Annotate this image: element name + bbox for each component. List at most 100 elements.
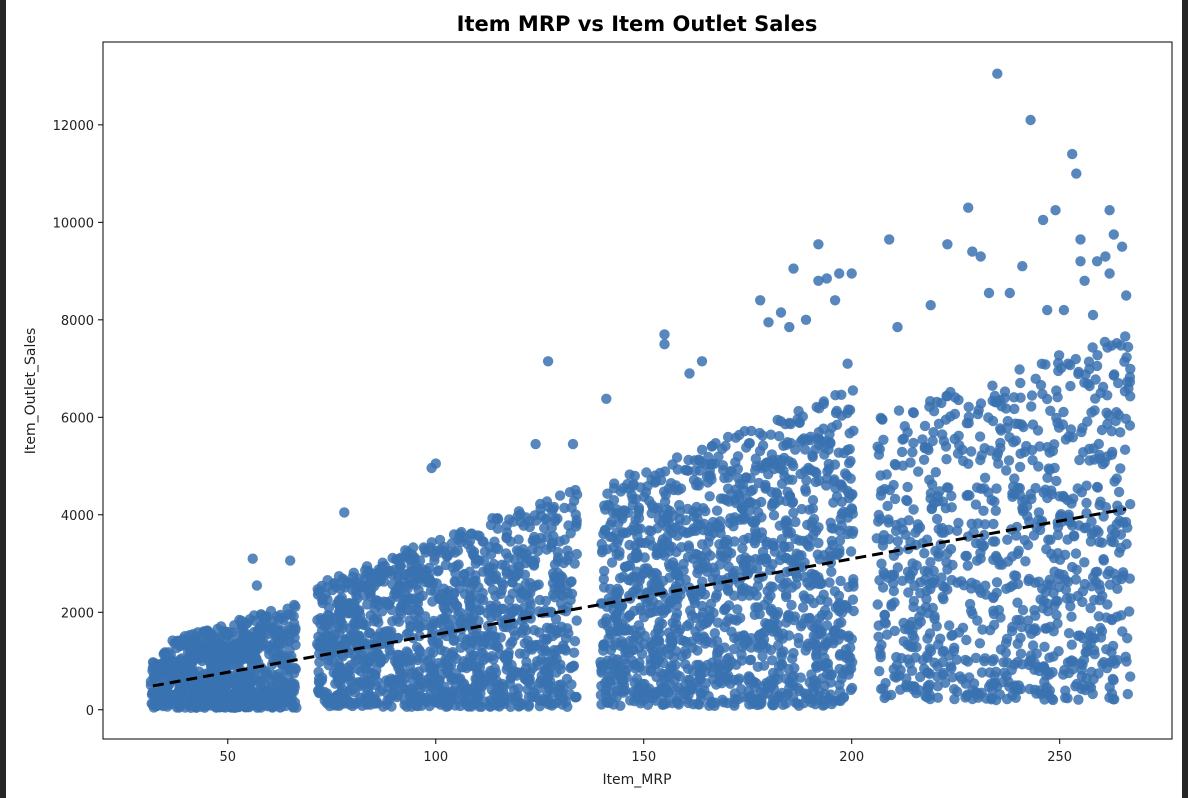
data-point <box>153 662 165 673</box>
data-point <box>846 682 858 694</box>
data-point <box>692 645 703 656</box>
data-point <box>671 608 683 619</box>
data-point <box>1075 234 1086 245</box>
data-point <box>794 417 805 428</box>
data-point <box>934 486 945 497</box>
data-point <box>990 505 1001 516</box>
data-point <box>527 544 538 555</box>
data-point <box>266 623 277 634</box>
data-point <box>496 559 508 570</box>
data-point <box>962 560 973 571</box>
data-point <box>979 653 991 664</box>
data-point <box>1090 374 1101 385</box>
data-point <box>813 522 824 533</box>
data-point <box>995 437 1006 449</box>
data-point <box>704 491 715 502</box>
data-point <box>620 562 631 573</box>
data-point <box>207 630 218 641</box>
data-point <box>842 358 853 369</box>
data-point <box>650 575 662 586</box>
data-point <box>230 688 241 699</box>
data-point <box>663 517 674 528</box>
data-point <box>319 686 330 698</box>
data-point <box>624 635 636 647</box>
data-point <box>362 568 373 579</box>
data-point <box>204 699 215 710</box>
data-point <box>1001 465 1012 476</box>
data-point <box>684 368 695 379</box>
data-point <box>722 483 734 494</box>
data-point <box>892 321 903 333</box>
data-point <box>435 699 446 710</box>
data-point <box>762 688 774 699</box>
data-point <box>531 515 542 526</box>
data-point <box>281 664 292 676</box>
data-point <box>973 404 984 416</box>
data-point <box>732 451 744 462</box>
data-point <box>332 666 343 678</box>
data-point <box>442 550 453 561</box>
data-point <box>908 504 919 515</box>
data-point <box>1037 214 1049 226</box>
data-point <box>836 607 848 618</box>
data-point <box>646 499 658 511</box>
data-point <box>427 596 438 607</box>
data-point <box>528 560 540 571</box>
data-point <box>554 578 565 589</box>
data-point <box>178 640 189 651</box>
data-point <box>786 599 797 611</box>
data-point <box>478 536 489 547</box>
data-point <box>739 426 750 437</box>
data-point <box>1100 251 1111 262</box>
data-point <box>627 493 638 504</box>
data-point <box>433 565 444 576</box>
data-point <box>940 441 952 452</box>
data-point <box>734 478 746 490</box>
data-point <box>822 466 833 477</box>
data-point <box>757 553 768 564</box>
data-point <box>638 638 649 650</box>
data-point <box>763 317 774 328</box>
data-point <box>999 667 1010 678</box>
data-point <box>627 586 639 598</box>
data-point <box>385 629 396 640</box>
data-point <box>1095 496 1106 507</box>
data-point <box>609 674 620 686</box>
scatter-chart: Item MRP vs Item Outlet Sales 50 100 150 20… <box>23 12 1173 788</box>
data-point <box>234 701 245 712</box>
data-point <box>243 701 254 712</box>
data-point <box>473 615 484 627</box>
data-point <box>1012 578 1024 590</box>
data-point <box>781 553 792 564</box>
data-point <box>925 300 936 311</box>
data-point <box>599 565 610 577</box>
data-point <box>313 631 324 642</box>
data-point <box>1115 463 1126 474</box>
data-point <box>793 632 804 644</box>
data-point <box>872 599 883 610</box>
data-point <box>1091 481 1103 493</box>
data-point <box>560 645 571 656</box>
data-point <box>188 641 199 652</box>
data-point <box>1091 360 1103 372</box>
data-point <box>1102 390 1113 401</box>
data-point <box>695 457 707 469</box>
data-point <box>1122 522 1133 533</box>
data-point <box>781 617 792 628</box>
data-point <box>1125 671 1136 682</box>
data-point <box>983 287 995 299</box>
data-point <box>828 523 839 534</box>
data-point <box>613 586 625 597</box>
data-point <box>345 684 356 695</box>
data-point <box>827 695 839 707</box>
data-point <box>884 234 895 245</box>
data-point <box>975 251 986 262</box>
data-point <box>752 661 763 672</box>
data-point <box>899 421 910 432</box>
data-point <box>740 552 751 563</box>
data-point <box>1076 426 1087 438</box>
data-point <box>652 523 663 534</box>
data-point <box>806 620 818 632</box>
data-point <box>945 543 957 555</box>
data-point <box>333 607 345 618</box>
